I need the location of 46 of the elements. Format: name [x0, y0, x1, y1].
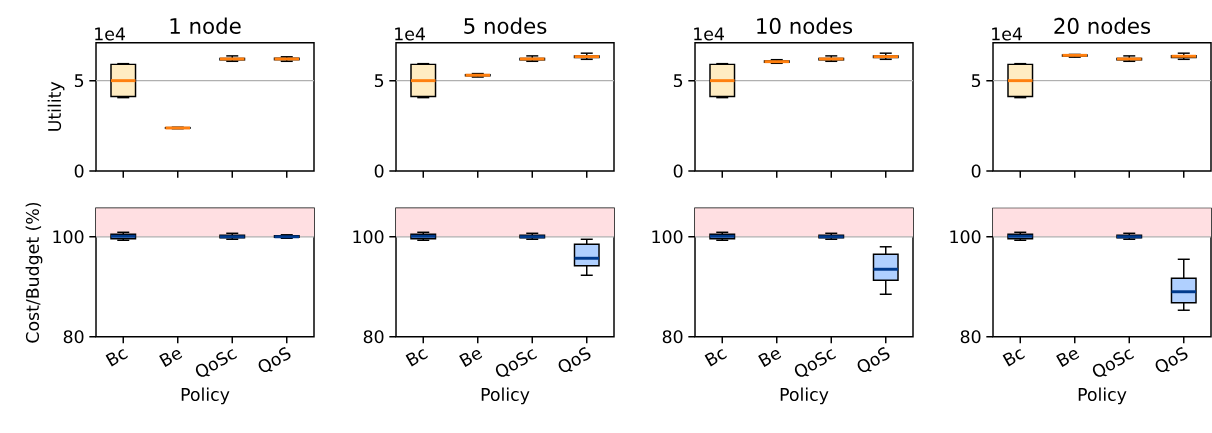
x-tick-label: Bc [704, 349, 727, 367]
y-tick-label: 0 [971, 164, 981, 178]
y-tick-label: 100 [53, 230, 84, 244]
y-tick-label: 80 [662, 330, 683, 344]
x-tick-label: Bc [1002, 349, 1025, 367]
text: 1e4 [395, 27, 425, 41]
y-tick-label: 5 [374, 74, 384, 88]
y-axis-title: Cost/Budget (%) [25, 202, 43, 343]
x-tick-label: Be [159, 350, 183, 367]
x-tick-label: QoS [1155, 346, 1188, 372]
chart-title: 20 nodes [1054, 17, 1151, 34]
x-axis-title: Policy [1078, 387, 1127, 405]
y-tick-label: 80 [63, 330, 84, 344]
y-tick-label: 100 [353, 230, 384, 244]
chart-title: 1 node [170, 17, 241, 34]
y-axis-title: Utility [47, 81, 65, 131]
x-axis-title: Policy [780, 387, 829, 405]
y-tick-label: 0 [74, 164, 84, 178]
x-tick-label: QoS [258, 346, 291, 372]
x-axis-title: Policy [481, 387, 530, 405]
x-axis-title: Policy [181, 387, 230, 405]
y-tick-label: 0 [374, 164, 384, 178]
y-tick-label: 5 [673, 74, 683, 88]
x-tick-label: QoS [558, 346, 591, 372]
x-tick-label: QoSc [195, 349, 237, 377]
x-tick-label: Bc [105, 349, 128, 367]
x-tick-label: QoSc [794, 349, 837, 377]
y-tick-label: 5 [74, 74, 84, 88]
x-tick-label: Be [459, 350, 483, 367]
x-tick-label: QoSc [495, 349, 538, 377]
x-tick-label: QoSc [1092, 349, 1135, 377]
chart-title: 5 nodes [464, 17, 547, 34]
y-tick-label: 80 [960, 330, 981, 344]
text: 1e4 [95, 27, 125, 41]
text: 1e4 [992, 27, 1022, 41]
chart-title: 10 nodes [757, 17, 853, 34]
x-tick-label: Bc [405, 349, 428, 367]
y-tick-label: 100 [652, 230, 683, 244]
y-tick-label: 80 [363, 330, 384, 344]
x-tick-label: Be [1056, 350, 1080, 367]
text: 1e4 [694, 27, 724, 41]
y-tick-label: 5 [971, 74, 981, 88]
x-tick-label: QoS [857, 346, 890, 372]
y-tick-label: 100 [950, 230, 981, 244]
y-tick-label: 0 [673, 164, 683, 178]
x-tick-label: Be [758, 350, 782, 367]
